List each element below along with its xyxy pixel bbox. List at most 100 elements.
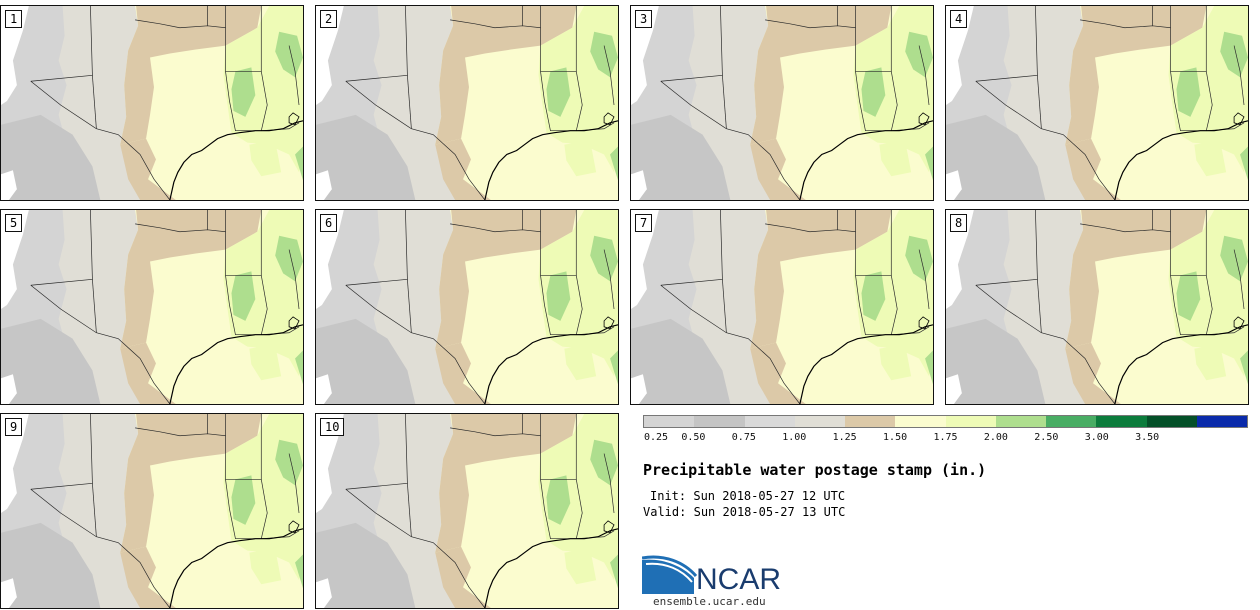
- region-white: [316, 210, 344, 309]
- colorbar-tick-label: 0.75: [731, 432, 756, 443]
- region-green-northeast: [905, 235, 933, 282]
- member-panel[interactable]: 1: [0, 5, 304, 201]
- region-green-northeast: [590, 439, 618, 486]
- state-borders: [30, 210, 300, 404]
- region-tan: [1065, 6, 1207, 145]
- member-number: 7: [635, 214, 653, 232]
- region-green-gulf: [610, 350, 618, 385]
- region-white-2: [946, 170, 962, 200]
- precip-map: [1, 6, 303, 200]
- state-borders: [660, 210, 930, 404]
- colorbar-segment: [1146, 416, 1197, 427]
- chart-title: Precipitable water postage stamp (in.): [643, 461, 987, 479]
- region-white-2: [316, 374, 332, 404]
- member-number: 2: [320, 10, 338, 28]
- precip-map: [1, 210, 303, 404]
- region-white-2: [631, 374, 647, 404]
- ncar-logo-text: NCAR: [696, 563, 781, 594]
- region-white-2: [316, 578, 332, 608]
- region-white-2: [631, 170, 647, 200]
- colorbar-segment: [1046, 416, 1097, 427]
- region-light-green-gulf: [564, 140, 597, 177]
- region-light-green-gulf: [879, 140, 912, 177]
- lake-pontchartrain: [918, 316, 930, 330]
- colorbar-tick-label: 1.00: [782, 432, 807, 443]
- member-panel[interactable]: 9: [0, 413, 304, 609]
- colorbar-segment: [1096, 416, 1147, 427]
- lake-pontchartrain: [603, 316, 615, 330]
- region-white: [946, 210, 974, 309]
- lake-pontchartrain: [603, 112, 615, 126]
- region-white-2: [1, 374, 17, 404]
- colorbar-ticks: 0.25 0.50 0.75 1.00 1.25 1.50 1.75 2.00 2.50 3.00…: [643, 432, 1248, 446]
- member-number: 1: [5, 10, 23, 28]
- region-white: [1, 210, 29, 309]
- region-green-northeast: [275, 439, 303, 486]
- region-tan: [435, 210, 577, 349]
- region-green-northeast: [590, 31, 618, 78]
- region-light-green-gulf: [249, 344, 282, 381]
- region-terrain: [631, 318, 731, 404]
- region-light-green-gulf: [249, 548, 282, 585]
- region-white: [1, 6, 29, 105]
- region-terrain: [631, 114, 731, 200]
- colorbar-segment: [694, 416, 745, 427]
- member-panel[interactable]: 5: [0, 209, 304, 405]
- region-terrain: [316, 114, 416, 200]
- member-panel[interactable]: 8: [945, 209, 1249, 405]
- region-green-northeast: [1220, 235, 1248, 282]
- member-panel[interactable]: 4: [945, 5, 1249, 201]
- region-white-2: [1, 578, 17, 608]
- valid-label: Valid:: [643, 505, 687, 519]
- region-green-east: [231, 271, 256, 321]
- colorbar-tick-label: 0.25: [643, 432, 669, 443]
- member-panel[interactable]: 2: [315, 5, 619, 201]
- coastline: [799, 120, 933, 200]
- colorbar-tick-label: 1.75: [933, 432, 958, 443]
- region-green-gulf: [610, 146, 618, 181]
- coastline: [484, 120, 618, 200]
- coastline: [169, 528, 303, 608]
- state-borders: [30, 414, 300, 608]
- region-light-green-gulf: [1194, 344, 1227, 381]
- precip-map: [316, 414, 618, 608]
- region-white-2: [316, 170, 332, 200]
- colorbar-segment: [794, 416, 845, 427]
- state-borders: [975, 210, 1245, 404]
- region-white: [316, 414, 344, 513]
- region-green-gulf: [295, 554, 303, 589]
- member-number: 8: [950, 214, 968, 232]
- colorbar-segment: [1196, 416, 1247, 427]
- state-borders: [30, 6, 300, 200]
- region-terrain: [1, 522, 101, 608]
- member-panel[interactable]: 7: [630, 209, 934, 405]
- colorbar-tick-label: 1.25: [832, 432, 857, 443]
- region-green-gulf: [925, 350, 933, 385]
- valid-time-line: Valid: Sun 2018-05-27 13 UTC: [643, 505, 845, 519]
- region-green-northeast: [1220, 31, 1248, 78]
- region-green-east: [546, 271, 571, 321]
- coastline: [169, 324, 303, 404]
- region-tan: [435, 414, 577, 553]
- region-terrain: [1, 318, 101, 404]
- precip-map: [316, 6, 618, 200]
- region-white: [631, 6, 659, 105]
- lake-pontchartrain: [918, 112, 930, 126]
- ncar-url[interactable]: ensemble.ucar.edu: [653, 595, 766, 608]
- state-borders: [975, 6, 1245, 200]
- member-panel[interactable]: 3: [630, 5, 934, 201]
- colorbar-tick-label: 0.50: [681, 432, 706, 443]
- state-borders: [345, 414, 615, 608]
- init-time-line: Init: Sun 2018-05-27 12 UTC: [650, 489, 845, 503]
- member-panel[interactable]: 10: [315, 413, 619, 609]
- region-tan: [750, 210, 892, 349]
- region-white: [316, 6, 344, 105]
- coastline: [484, 528, 618, 608]
- member-panel[interactable]: 6: [315, 209, 619, 405]
- region-tan: [750, 6, 892, 145]
- precip-map: [631, 6, 933, 200]
- region-green-east: [231, 67, 256, 117]
- region-tan: [120, 6, 262, 145]
- region-green-east: [231, 475, 256, 525]
- member-number: 10: [320, 418, 345, 436]
